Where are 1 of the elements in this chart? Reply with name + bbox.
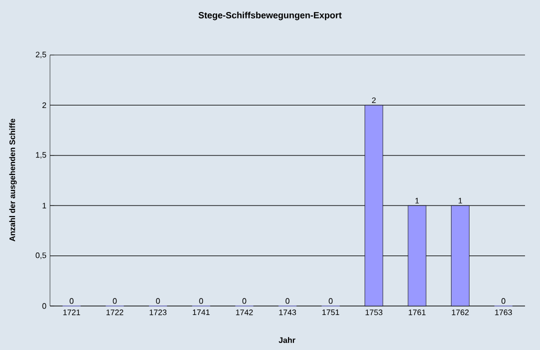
chart-title: Stege-Schiffsbewegungen-Export	[198, 12, 342, 20]
